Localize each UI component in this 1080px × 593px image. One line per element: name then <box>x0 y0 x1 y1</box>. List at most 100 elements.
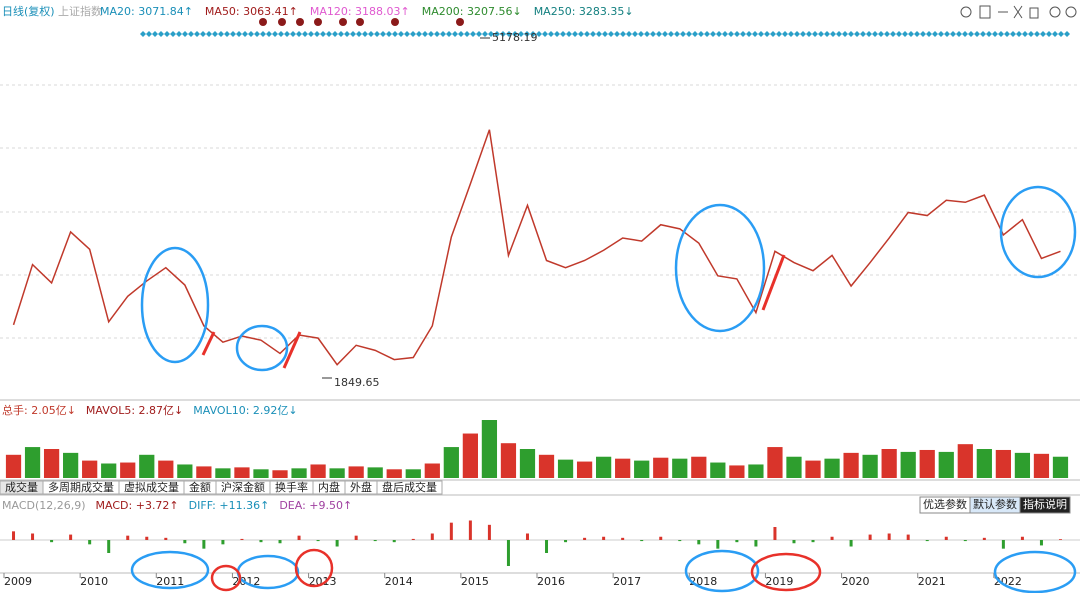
tab-label[interactable]: 成交量 <box>5 480 38 494</box>
icon[interactable] <box>960 6 972 18</box>
signal-marker <box>326 31 332 37</box>
signal-marker <box>386 31 392 37</box>
signal-marker <box>380 31 386 37</box>
macd-bar <box>545 540 549 553</box>
icon[interactable] <box>1065 6 1077 18</box>
arrow <box>761 254 786 311</box>
signal-marker <box>206 31 212 37</box>
signal-marker <box>404 31 410 37</box>
year-label: 2016 <box>537 575 565 588</box>
tab-label[interactable]: 换手率 <box>275 480 308 494</box>
highlight-ellipse <box>236 554 300 590</box>
signal-marker <box>296 31 302 37</box>
signal-marker <box>602 31 608 37</box>
param-button-label[interactable]: 默认参数 <box>973 497 1017 511</box>
icon[interactable] <box>1029 7 1039 19</box>
signal-marker <box>488 31 494 37</box>
signal-marker <box>188 31 194 37</box>
volume-bar <box>139 454 155 478</box>
signal-marker <box>800 31 806 37</box>
signal-marker <box>566 31 572 37</box>
volume-bar <box>120 462 136 478</box>
param-button-label[interactable]: 优选参数 <box>923 497 967 511</box>
ma-legend: MA50: 3063.41↑ <box>205 5 298 18</box>
macd-bar <box>221 540 225 545</box>
signal-marker <box>920 31 926 37</box>
macd-bar <box>754 540 758 547</box>
volume-bar <box>101 463 117 478</box>
signal-marker <box>254 31 260 37</box>
signal-marker <box>638 31 644 37</box>
icon[interactable] <box>1013 5 1023 19</box>
signal-marker <box>794 31 800 37</box>
volume-bar <box>576 461 593 478</box>
signal-marker <box>308 31 314 37</box>
macd-bar <box>31 533 35 540</box>
tab-label[interactable]: 沪深金额 <box>221 480 265 494</box>
volume-bar <box>519 449 536 478</box>
param-button[interactable] <box>1019 496 1071 514</box>
macd-bar <box>925 540 929 542</box>
toolbar-icons[interactable] <box>960 5 1077 19</box>
signal-marker <box>362 31 368 37</box>
macd-bar <box>354 535 358 540</box>
tab-label[interactable]: 内盘 <box>318 480 340 494</box>
signal-marker <box>356 31 362 37</box>
signal-marker <box>236 31 242 37</box>
macd-bar <box>12 531 16 540</box>
signal-marker <box>572 31 578 37</box>
tab[interactable] <box>376 480 443 495</box>
signal-marker <box>464 31 470 37</box>
macd-bar <box>621 537 625 540</box>
signal-marker <box>428 31 434 37</box>
volume-bar <box>348 466 364 478</box>
signal-marker <box>164 31 170 37</box>
signal-marker <box>986 31 992 37</box>
signal-marker <box>200 31 206 37</box>
signal-marker <box>848 31 854 37</box>
volume-bar <box>443 447 459 478</box>
ma-legend: MA20: 3071.84↑ <box>100 5 193 18</box>
year-label: 2009 <box>4 575 32 588</box>
volume-bar <box>843 452 859 478</box>
volume-bar <box>881 449 897 478</box>
tab-label[interactable]: 多周期成交量 <box>48 480 114 494</box>
macd-bar <box>449 522 453 540</box>
signal-marker <box>686 31 692 37</box>
signal-marker <box>980 31 986 37</box>
annotations <box>130 185 1077 593</box>
macd-bar <box>716 540 720 549</box>
signal-marker <box>1034 31 1040 37</box>
highlight-ellipse <box>130 550 210 590</box>
tab-label[interactable]: 虚拟成交量 <box>124 480 179 494</box>
signal-marker <box>368 31 374 37</box>
signal-marker <box>716 31 722 37</box>
tab-label[interactable]: 金额 <box>189 480 211 494</box>
year-label: 2018 <box>689 575 717 588</box>
volume-bar <box>748 464 764 478</box>
volume-bar <box>177 464 193 478</box>
param-button-label[interactable]: 指标说明 <box>1023 497 1067 511</box>
highlight-ellipse <box>210 564 242 592</box>
volume-bar <box>1014 452 1031 478</box>
signal-marker <box>878 31 884 37</box>
volume-bar <box>291 468 307 478</box>
tab-label[interactable]: 外盘 <box>350 480 372 494</box>
signal-marker <box>1028 31 1034 37</box>
macd-bar <box>164 537 168 540</box>
macd-legend: MACD(12,26,9) <box>2 499 86 512</box>
signal-marker <box>512 31 518 37</box>
volume-bar <box>500 443 517 478</box>
icon[interactable] <box>979 5 991 19</box>
volume-bar <box>158 460 174 478</box>
macd-bar <box>240 538 244 540</box>
signal-marker <box>158 31 164 37</box>
volume-bar <box>691 456 707 478</box>
icon[interactable] <box>1049 6 1061 18</box>
tab-label[interactable]: 盘后成交量 <box>382 480 437 494</box>
signal-marker <box>434 31 440 37</box>
signal-marker <box>194 31 200 37</box>
signal-marker <box>680 31 686 37</box>
signal-marker <box>1064 31 1070 37</box>
signal-marker <box>339 18 347 26</box>
